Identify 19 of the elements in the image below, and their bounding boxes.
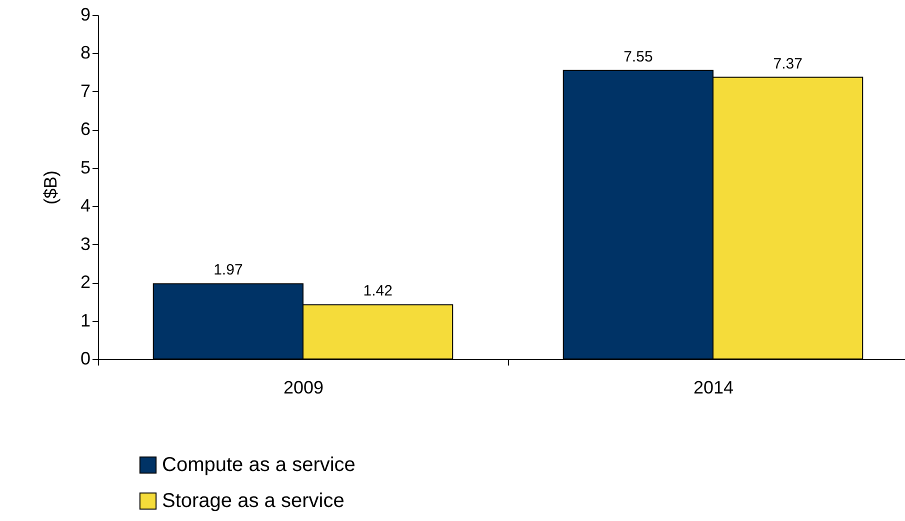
y-tick-label: 5 <box>80 157 90 178</box>
x-tick-label: 2014 <box>693 378 734 398</box>
y-tick-label: 8 <box>80 42 90 63</box>
y-tick-label: 0 <box>80 348 90 368</box>
x-tick-label: 2009 <box>283 378 324 398</box>
y-tick-label: 3 <box>80 234 90 254</box>
y-tick-label: 2 <box>80 272 90 292</box>
y-tick-label: 6 <box>80 119 90 140</box>
legend-label: Storage as a service <box>162 490 344 512</box>
y-axis-title: ($B) <box>40 170 60 205</box>
y-tick-label: 7 <box>80 80 90 101</box>
y-tick-label: 4 <box>80 196 90 216</box>
legend-label: Compute as a service <box>162 454 356 476</box>
y-tick-label: 1 <box>80 310 90 330</box>
data-label: 1.42 <box>363 282 392 300</box>
y-tick-label: 9 <box>80 4 90 24</box>
data-label: 7.55 <box>624 48 653 66</box>
data-label: 7.37 <box>773 55 802 72</box>
data-label: 1.97 <box>214 262 243 279</box>
